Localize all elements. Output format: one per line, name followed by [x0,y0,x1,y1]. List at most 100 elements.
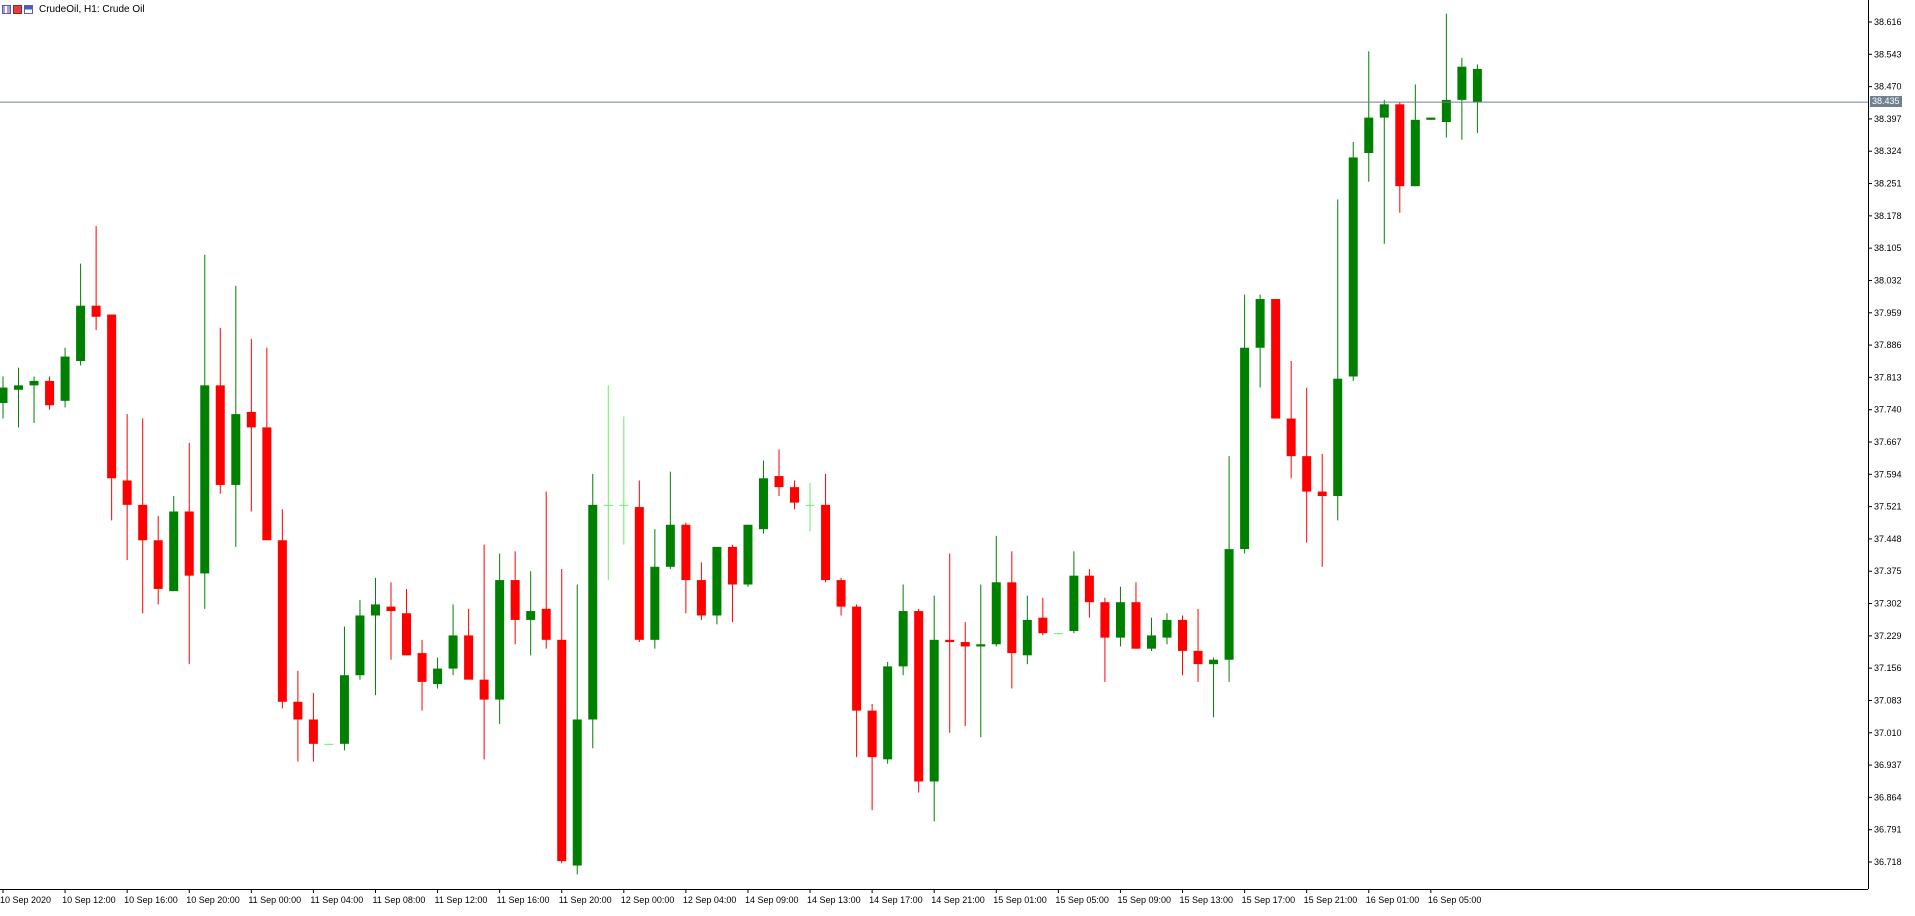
price-tick-label: 38.324 [1874,146,1902,156]
candle-body [1255,299,1265,348]
candle-body [1053,633,1063,635]
candle-body [712,546,722,616]
time-tick-label: 10 Sep 20:00 [186,895,240,905]
candle-body [1007,582,1017,654]
candle-body [91,305,101,317]
price-tick-label: 38.616 [1874,17,1902,27]
candle-body [526,611,536,620]
time-tick-label: 10 Sep 16:00 [124,895,178,905]
price-tick-label: 37.375 [1874,566,1902,576]
candle-body [76,305,86,362]
time-tick-label: 15 Sep 17:00 [1242,895,1296,905]
candle-body [1302,456,1312,492]
candle-body [495,580,505,700]
candle-body [433,668,443,685]
price-tick-label: 38.251 [1874,179,1902,189]
chart-header: CrudeOil, H1: Crude Oil [2,2,145,16]
candle-body [479,679,489,700]
time-tick-label: 14 Sep 21:00 [931,895,985,905]
price-tick-label: 38.178 [1874,211,1902,221]
candle-body [0,387,8,404]
candle-body [184,511,194,576]
candle-body [215,385,225,485]
candle-body [1084,575,1094,603]
price-tick-label: 38.470 [1874,82,1902,92]
candle-body [634,507,644,640]
time-tick-label: 11 Sep 16:00 [497,895,550,905]
price-tick-label: 36.791 [1874,825,1902,835]
candle-body [138,504,148,541]
candle-body [1472,68,1482,103]
candle-body [107,314,117,479]
time-tick-label: 14 Sep 17:00 [869,895,923,905]
time-tick-label: 11 Sep 04:00 [310,895,363,905]
candle-body [805,504,815,506]
candle-body [1441,99,1451,123]
template-icon[interactable] [24,4,33,14]
candle-body [1224,549,1234,660]
candle-body [1317,491,1327,496]
candle-body [1348,157,1358,377]
price-tick-label: 37.083 [1874,695,1902,705]
candle-body [1162,619,1172,638]
candle-body [1240,347,1250,550]
candle-body [1410,119,1420,187]
candle-body [510,580,520,620]
timeframe: H1: [84,3,100,15]
candle-body [1146,635,1156,649]
candle-body [960,642,970,647]
price-tick-label: 37.594 [1874,469,1902,479]
time-tick-label: 11 Sep 20:00 [559,895,612,905]
candle-body [743,524,753,585]
candle-body [1038,617,1048,634]
candle-body [557,639,567,862]
candle-body [370,604,380,616]
candle-body [665,524,675,567]
candle-body [898,611,908,667]
time-tick-label: 10 Sep 12:00 [62,895,116,905]
time-tick-label: 15 Sep 09:00 [1117,895,1171,905]
candle-body [200,385,210,574]
indicator-icon[interactable] [13,4,22,14]
candle-body [821,504,831,581]
candle-body [1069,575,1079,631]
candle-body [293,701,303,720]
time-tick-label: 10 Sep 2020 [0,895,51,905]
candle-body [231,414,241,485]
chart-type-icon[interactable] [2,4,11,14]
time-tick-label: 16 Sep 01:00 [1366,895,1420,905]
candle-body [572,719,582,866]
candle-body [153,540,163,589]
candle-body [1379,104,1389,118]
candle-body [14,385,24,390]
price-tick-label: 37.302 [1874,599,1902,609]
candle-body [448,635,458,669]
price-tick-label: 37.010 [1874,728,1902,738]
candle-body [681,524,691,581]
candle-body [1395,104,1405,187]
time-tick-label: 14 Sep 09:00 [745,895,799,905]
time-tick-label: 11 Sep 08:00 [372,895,425,905]
candle-body [246,411,256,428]
candle-body [402,613,412,656]
candle-body [883,666,893,760]
time-tick-label: 12 Sep 04:00 [683,895,737,905]
candle-body [1426,117,1436,120]
candle-body [1115,602,1125,638]
candle-body [696,580,706,616]
candle-body [619,504,629,506]
time-tick-label: 15 Sep 01:00 [993,895,1047,905]
candle-body [727,546,737,585]
candle-body [541,608,551,640]
price-tick-label: 37.886 [1874,340,1902,350]
price-tick-label: 37.156 [1874,663,1902,673]
candle-body [650,566,660,640]
candle-body [1457,66,1467,100]
price-tick-label: 38.032 [1874,275,1902,285]
candle-body [991,582,1001,645]
candle-body [464,635,474,680]
candle-body [945,639,955,643]
price-tick-label: 38.105 [1874,243,1902,253]
